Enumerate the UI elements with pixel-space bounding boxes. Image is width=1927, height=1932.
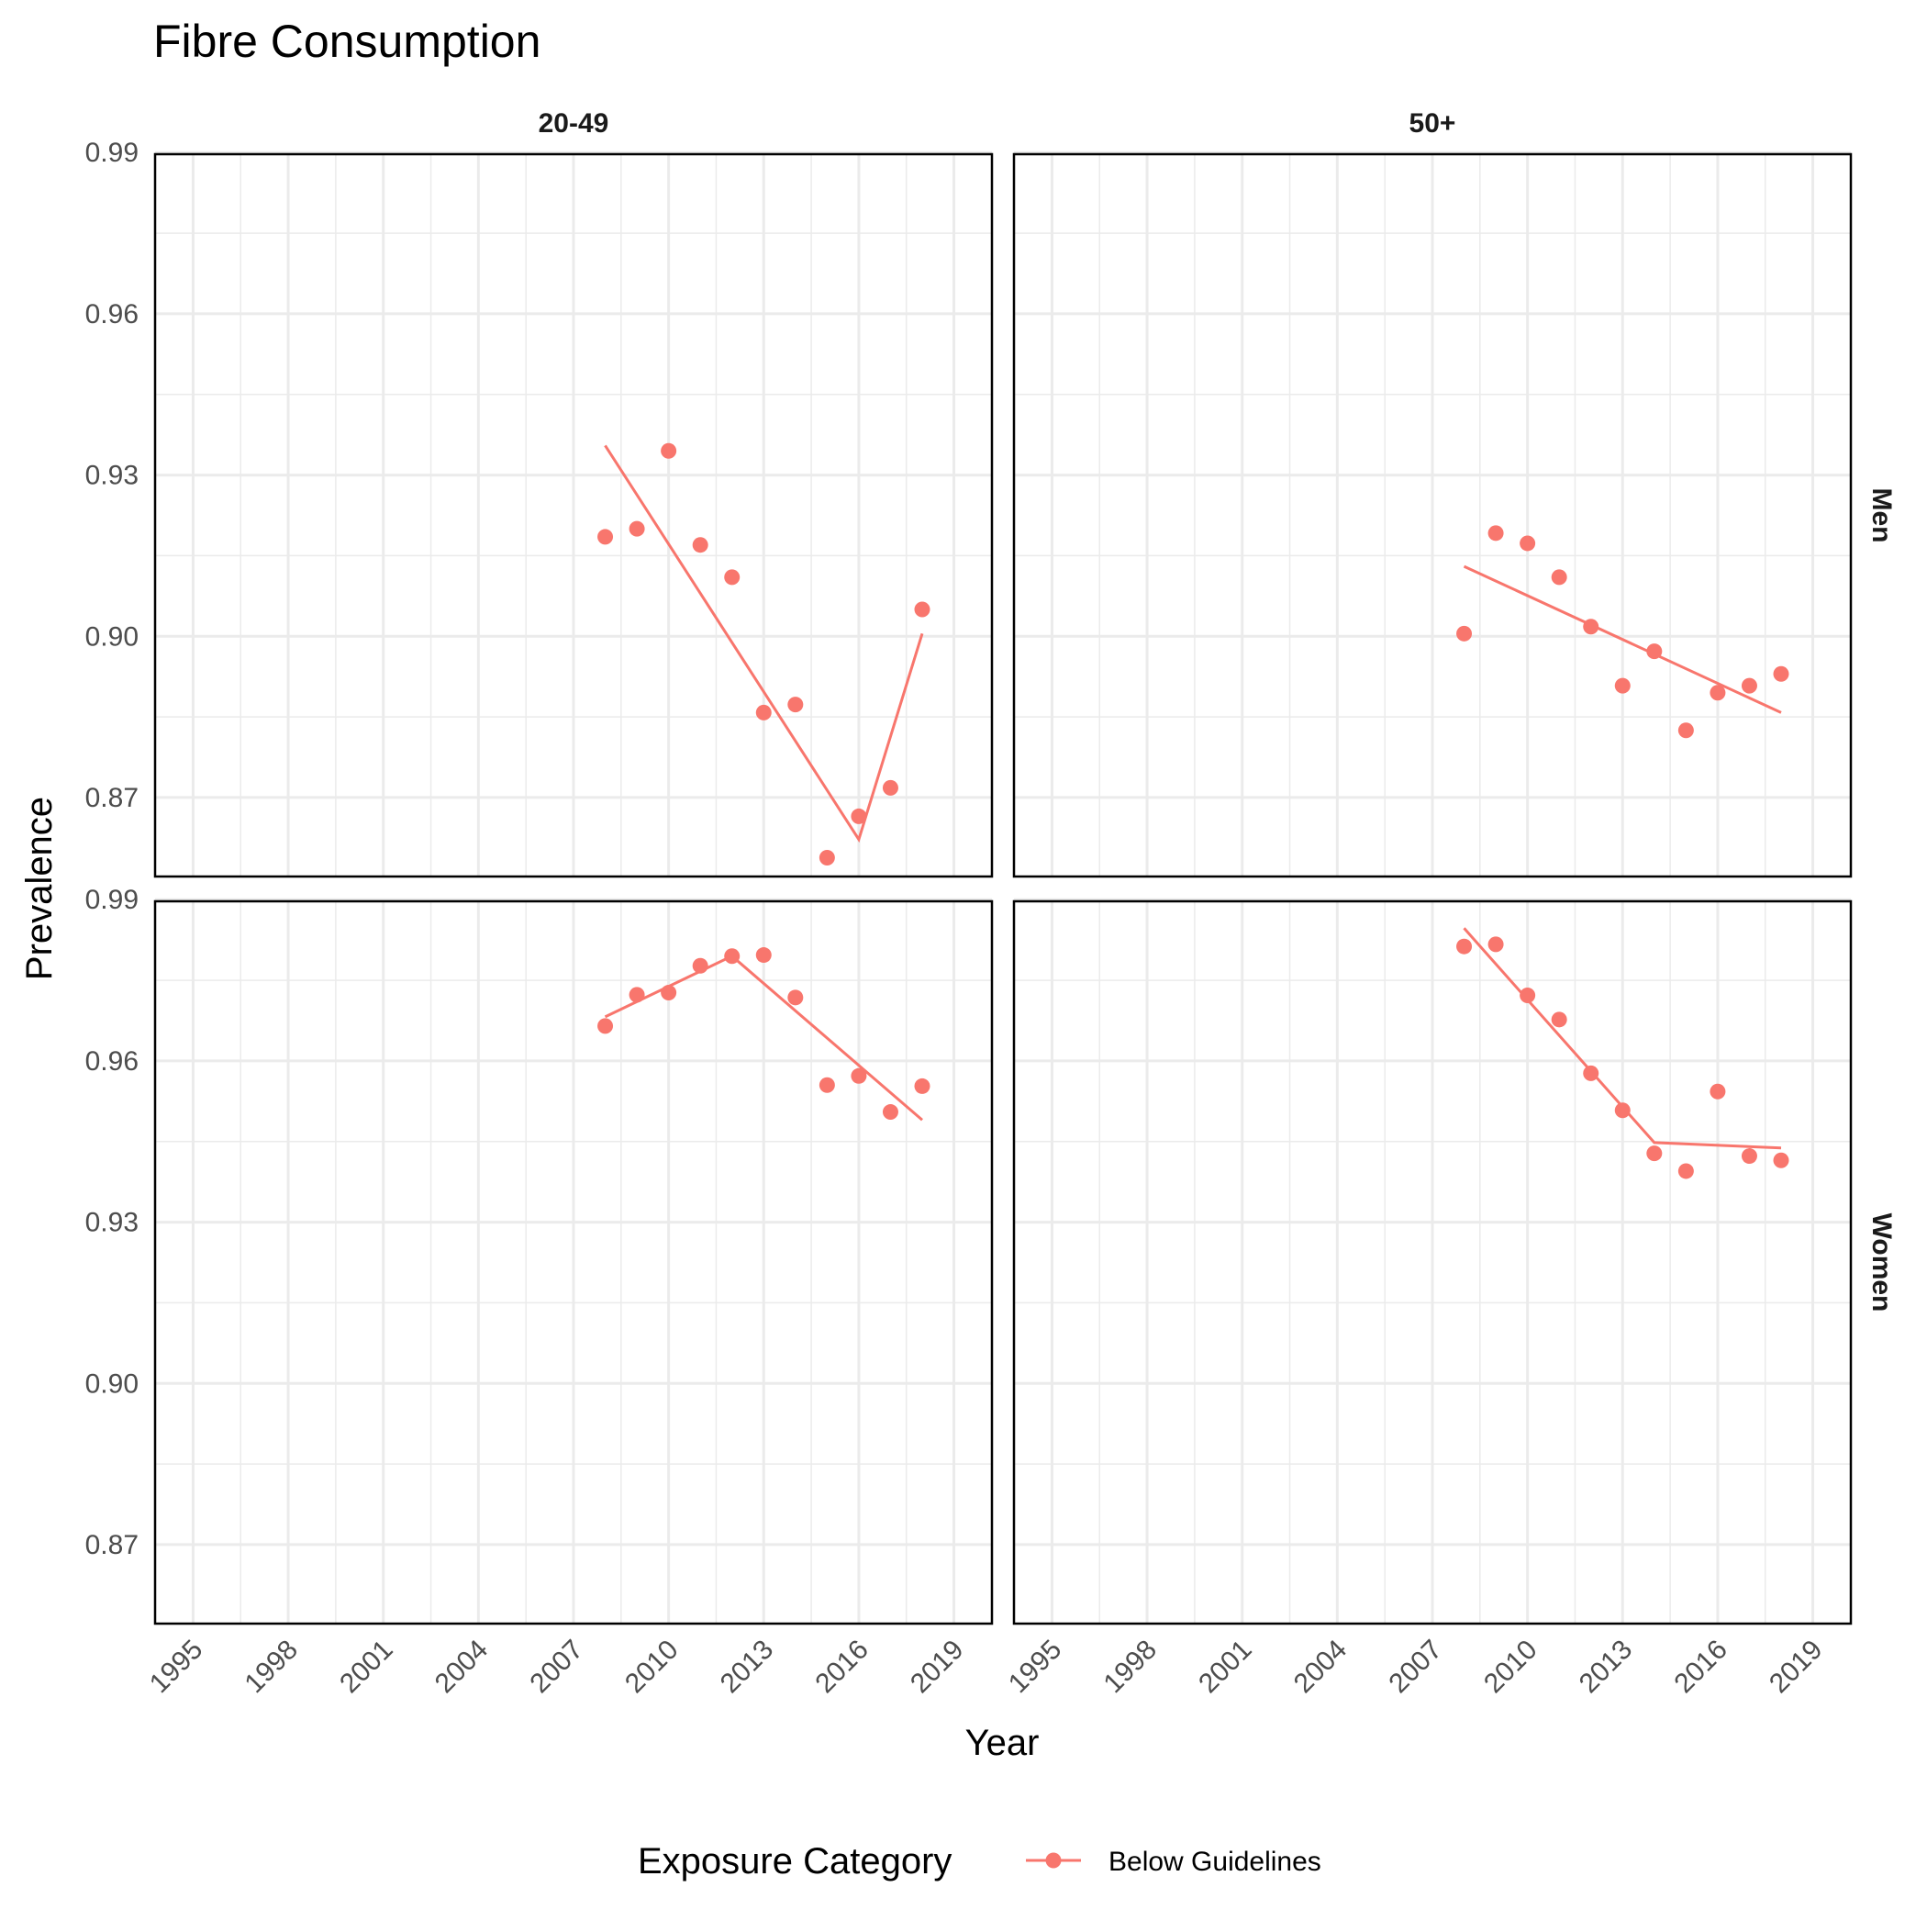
data-point bbox=[914, 1078, 930, 1094]
data-point bbox=[1773, 665, 1789, 682]
data-point bbox=[692, 537, 708, 553]
data-point bbox=[819, 850, 835, 866]
legend-title: Exposure Category bbox=[638, 1841, 952, 1882]
data-point bbox=[692, 957, 708, 974]
data-point bbox=[1646, 643, 1663, 660]
data-point bbox=[597, 1018, 614, 1034]
data-point bbox=[1520, 535, 1536, 552]
data-point bbox=[1741, 677, 1757, 694]
trend-line bbox=[1463, 564, 1782, 714]
facet-strip-women: Women bbox=[1866, 1213, 1897, 1312]
y-tick-label: 0.87 bbox=[85, 1530, 139, 1560]
legend: Exposure Category Below Guidelines bbox=[638, 1841, 1321, 1882]
data-point bbox=[851, 1067, 867, 1084]
data-point bbox=[1710, 685, 1726, 701]
data-point bbox=[1614, 677, 1631, 694]
panel-50-men: 50+ Men bbox=[1012, 108, 1897, 878]
chart-title: Fibre Consumption bbox=[153, 16, 540, 67]
data-point bbox=[661, 985, 677, 1001]
data-point bbox=[1583, 1065, 1599, 1081]
y-tick-label: 0.96 bbox=[85, 1046, 139, 1077]
data-point bbox=[1646, 1145, 1663, 1162]
panel-border bbox=[1012, 152, 1853, 878]
data-point bbox=[882, 1104, 898, 1121]
data-point bbox=[882, 779, 898, 796]
data-point bbox=[851, 808, 867, 824]
data-point bbox=[661, 442, 677, 459]
data-point bbox=[1677, 722, 1694, 739]
panel-border bbox=[153, 899, 994, 1625]
data-point bbox=[755, 704, 772, 720]
data-point bbox=[787, 697, 804, 713]
data-point bbox=[1487, 525, 1504, 542]
panel-border bbox=[1012, 899, 1853, 1625]
data-point bbox=[1710, 1083, 1726, 1100]
legend-label-below-guidelines: Below Guidelines bbox=[1108, 1847, 1321, 1877]
y-tick-label: 0.93 bbox=[85, 1208, 139, 1238]
data-point bbox=[1551, 1011, 1567, 1028]
data-point bbox=[724, 948, 741, 965]
y-axis-title: Prevalence bbox=[19, 797, 60, 980]
panel-border bbox=[153, 152, 994, 878]
y-tick-label: 0.96 bbox=[85, 299, 139, 329]
y-tick-label: 0.90 bbox=[85, 621, 139, 652]
data-point bbox=[1520, 987, 1536, 1003]
x-axis-title: Year bbox=[965, 1723, 1040, 1763]
legend-point-swatch bbox=[1045, 1852, 1062, 1869]
data-point bbox=[755, 947, 772, 964]
data-point bbox=[1583, 619, 1599, 635]
data-point bbox=[597, 529, 614, 545]
data-point bbox=[914, 601, 930, 618]
data-point bbox=[1456, 625, 1473, 642]
data-point bbox=[1741, 1148, 1757, 1165]
facet-strip-men: Men bbox=[1866, 488, 1897, 543]
data-point bbox=[1551, 569, 1567, 586]
panel-20-49-men: 0.87 0.90 0.93 0.96 0.99 20-49 bbox=[85, 108, 994, 878]
data-point bbox=[1773, 1152, 1789, 1168]
data-point bbox=[787, 989, 804, 1006]
data-point bbox=[724, 569, 741, 586]
y-tick-label: 0.99 bbox=[85, 885, 139, 915]
data-point bbox=[1614, 1102, 1631, 1119]
data-point bbox=[1487, 936, 1504, 953]
y-tick-label: 0.90 bbox=[85, 1368, 139, 1399]
y-tick-label: 0.93 bbox=[85, 461, 139, 491]
data-point bbox=[819, 1077, 835, 1093]
y-tick-label: 0.87 bbox=[85, 783, 139, 813]
facet-strip-50: 50+ bbox=[1409, 108, 1456, 139]
facet-strip-20-49: 20-49 bbox=[539, 108, 609, 139]
y-tick-label: 0.99 bbox=[85, 138, 139, 168]
trend-line bbox=[604, 444, 924, 843]
data-point bbox=[1677, 1163, 1694, 1179]
data-point bbox=[629, 520, 645, 537]
data-point bbox=[1456, 938, 1473, 955]
data-point bbox=[629, 987, 645, 1003]
